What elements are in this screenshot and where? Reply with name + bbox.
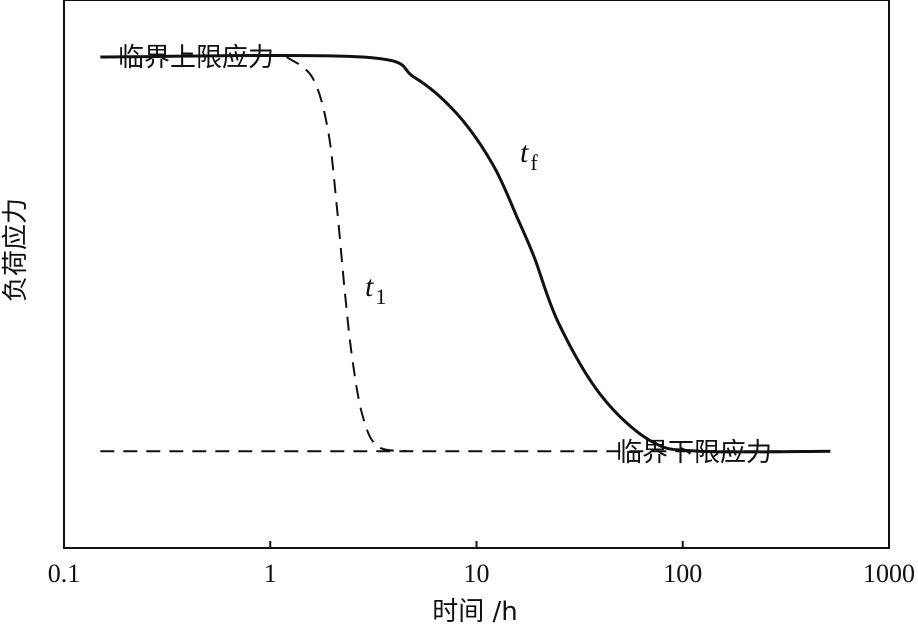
t1-label: t1 (365, 270, 386, 309)
x-axis-ticks (63, 541, 890, 548)
x-axis-tick-labels: 0.1 1 10 100 1000 (48, 559, 915, 588)
series-line-1 (285, 56, 408, 453)
lower-limit-label: 临界下限应力 (616, 438, 772, 468)
x-tick-label-0: 0.1 (48, 559, 81, 588)
y-axis-label: 负荷应力 (1, 198, 31, 302)
t1-label-sub: 1 (375, 284, 386, 309)
upper-limit-label: 临界上限应力 (118, 43, 274, 73)
x-axis-label: 时间 /h (432, 597, 518, 627)
series-line-0 (100, 53, 831, 454)
x-tick-label-1: 1 (264, 559, 277, 588)
tf-label-main: t (520, 136, 529, 169)
x-tick-label-3: 100 (663, 559, 702, 588)
series-group (100, 53, 831, 454)
t1-label-main: t (365, 270, 374, 303)
tf-label-sub: f (530, 150, 538, 175)
tf-label: tf (520, 136, 538, 175)
x-tick-label-2: 10 (464, 559, 490, 588)
x-tick-label-4: 1000 (863, 559, 915, 588)
